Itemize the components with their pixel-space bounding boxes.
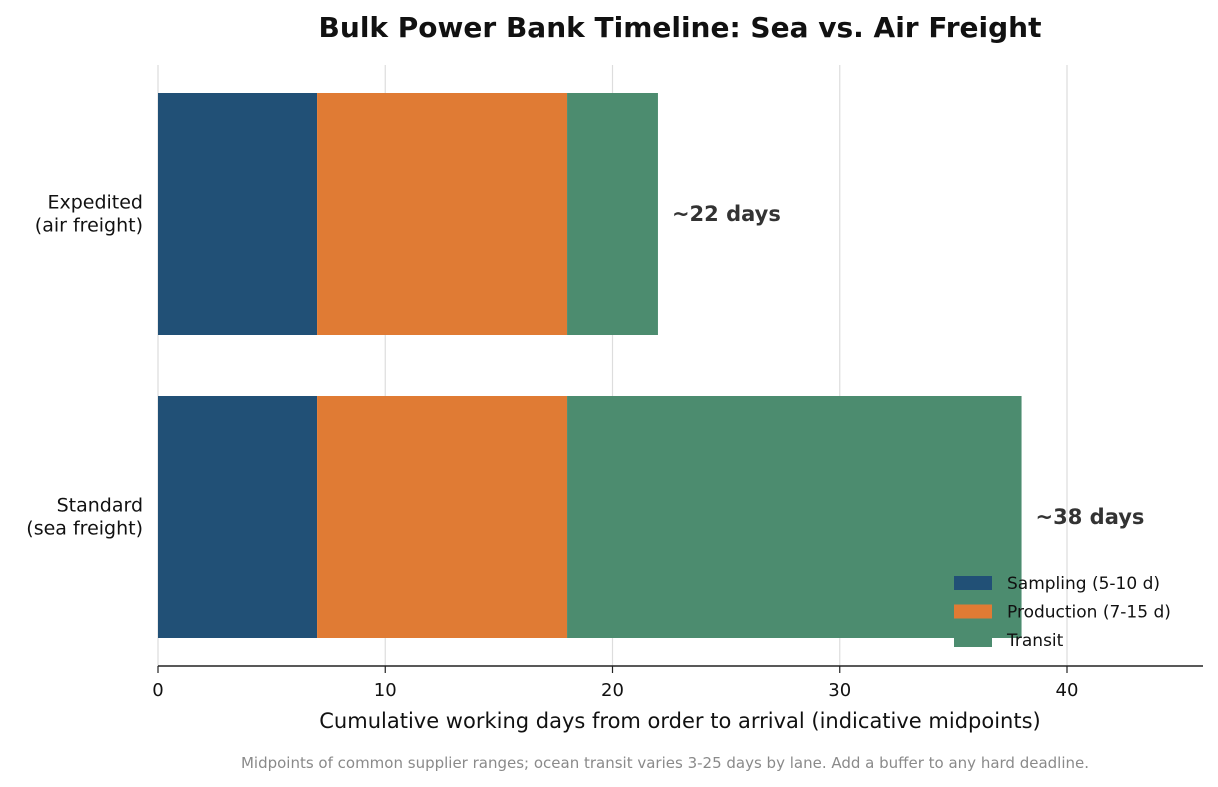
legend-label: Production (7-15 d) [1007, 603, 1171, 623]
legend: Sampling (5-10 d) Production (7-15 d) Tran… [954, 574, 1171, 651]
chart-title: Bulk Power Bank Timeline: Sea vs. Air Fr… [319, 11, 1042, 44]
bar-group [158, 93, 1022, 638]
bar-segment-expedited [567, 93, 658, 335]
x-axis-label: Cumulative working days from order to ar… [319, 709, 1040, 733]
category-label-expedited: (air freight) [35, 215, 143, 237]
legend-label: Sampling (5-10 d) [1007, 574, 1160, 594]
category-labels: Expedited(air freight) Standard(sea freig… [26, 192, 143, 540]
bar-segment-expedited [158, 93, 318, 335]
category-label-expedited: Expedited [47, 192, 143, 214]
total-label-expedited: ~22 days [672, 202, 781, 226]
x-axis-ticks: 0 10 20 30 40 [152, 666, 1078, 701]
legend-label: Transit [1006, 631, 1064, 651]
x-tick-label: 10 [374, 680, 397, 701]
legend-swatch [954, 576, 992, 590]
bar-segment-standard [158, 396, 318, 638]
footnote: Midpoints of common supplier ranges; oce… [241, 754, 1089, 772]
category-label-standard: Standard [57, 495, 143, 517]
bar-segment-standard [317, 396, 568, 638]
x-tick-label: 30 [828, 680, 851, 701]
x-tick-label: 20 [601, 680, 624, 701]
total-label-standard: ~38 days [1036, 505, 1145, 529]
total-labels: ~22 days ~38 days [672, 202, 1144, 529]
x-tick-label: 0 [152, 680, 163, 701]
category-label-standard: (sea freight) [26, 518, 143, 540]
bar-segment-standard [567, 396, 1022, 638]
x-tick-label: 40 [1056, 680, 1079, 701]
legend-swatch [954, 604, 992, 619]
legend-swatch [954, 633, 992, 647]
bar-segment-expedited [317, 93, 568, 335]
